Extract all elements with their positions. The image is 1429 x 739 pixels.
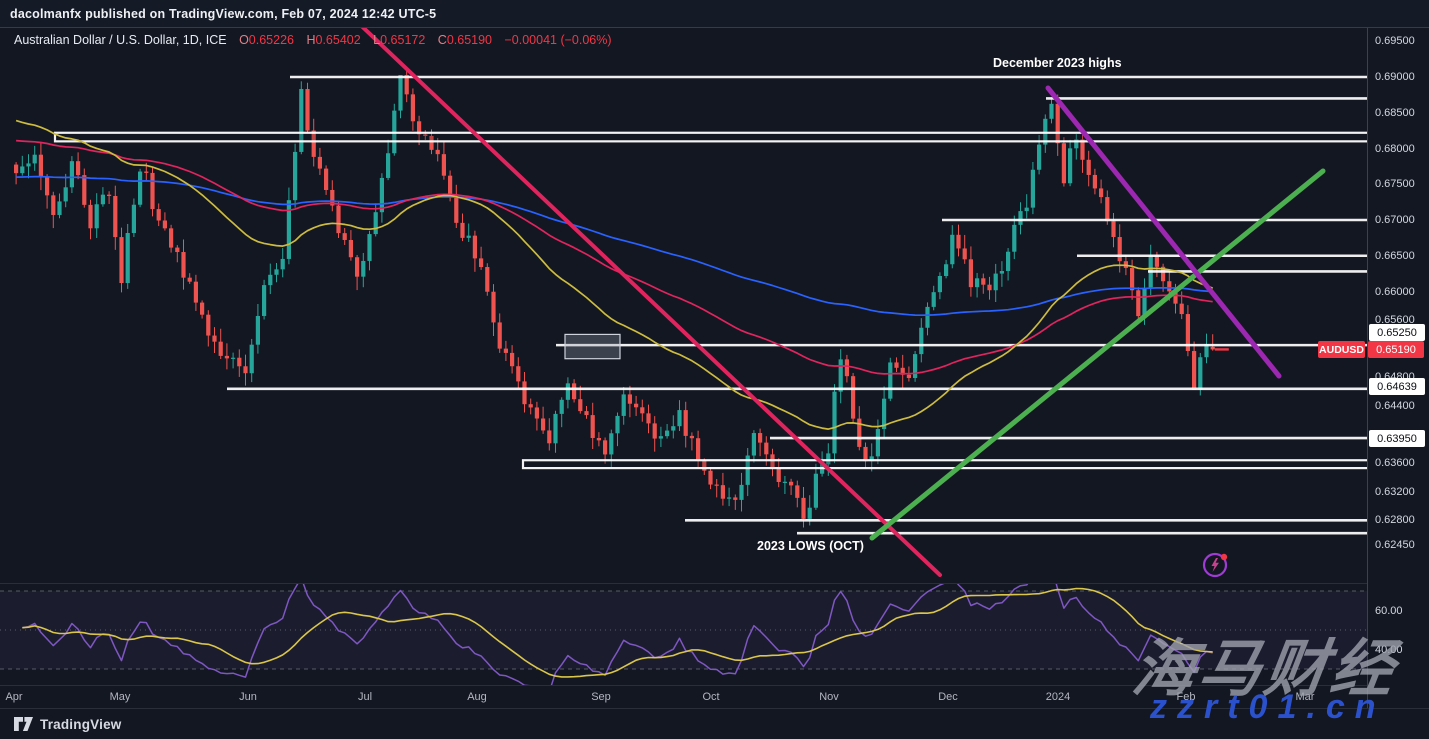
low-label: L <box>373 33 381 47</box>
time-axis-label: Dec <box>938 691 958 703</box>
annotation-october-lows: 2023 LOWS (OCT) <box>757 539 864 553</box>
close-value: 0.65190 <box>446 33 493 47</box>
price-tick-label: 0.65600 <box>1375 314 1415 327</box>
price-tick-label: 0.69500 <box>1375 35 1415 48</box>
time-axis-label: Nov <box>819 691 839 703</box>
high-label: H <box>306 33 316 47</box>
symbol-legend[interactable]: Australian Dollar / U.S. Dollar, 1D, ICE… <box>14 33 612 47</box>
high-value: 0.65402 <box>315 33 361 47</box>
footer-bar: TradingView <box>0 708 1429 739</box>
lightning-badge-icon[interactable] <box>1201 550 1230 579</box>
price-axis[interactable]: 0.69500 0.69000 0.68500 0.68000 0.67500 0.670… <box>1367 28 1429 708</box>
time-axis-label: Aug <box>467 691 487 703</box>
rsi-tick-label: 60.00 <box>1375 604 1403 617</box>
price-tick-label: 0.68000 <box>1375 142 1415 155</box>
key-level-axis-label: 0.64639 <box>1369 378 1425 395</box>
tradingview-brand-text[interactable]: TradingView <box>40 716 122 732</box>
rsi-tick-label: 40.00 <box>1375 643 1403 656</box>
key-level-axis-label: 0.65250 <box>1369 324 1425 341</box>
price-tick-label: 0.62800 <box>1375 514 1415 527</box>
watermark-url: zzrt01.cn <box>1150 688 1386 726</box>
time-axis-label: Oct <box>702 691 720 703</box>
price-tick-label: 0.68500 <box>1375 106 1415 119</box>
price-tick-label: 0.64400 <box>1375 399 1415 412</box>
price-tick-label: 0.67000 <box>1375 214 1415 226</box>
price-tick-label: 0.69000 <box>1375 71 1415 83</box>
tradingview-logo-icon[interactable] <box>14 716 33 732</box>
time-axis-label: Jul <box>357 691 373 703</box>
price-tick-label: 0.63600 <box>1375 457 1415 470</box>
publish-text: dacolmanfx published on TradingView.com,… <box>10 6 437 21</box>
price-tick-label: 0.66500 <box>1375 249 1415 262</box>
symbol-title: Australian Dollar / U.S. Dollar, 1D, ICE <box>14 33 227 47</box>
price-tick-label: 0.62450 <box>1375 539 1415 552</box>
time-axis[interactable]: Apr May Jun Jul Aug Sep Oct Nov Dec 2024 Feb Mar <box>0 685 1367 709</box>
publish-bar: dacolmanfx published on TradingView.com,… <box>0 0 1429 28</box>
symbol-price-tag: AUDUSD <box>1318 341 1365 358</box>
pane-separator[interactable] <box>0 583 1367 584</box>
time-axis-label: Mar <box>1295 691 1315 703</box>
annotation-december-highs: December 2023 highs <box>993 56 1122 70</box>
price-tick-label: 0.67500 <box>1375 178 1415 191</box>
key-level-axis-label: 0.63950 <box>1369 430 1425 447</box>
time-axis-label: Apr <box>5 691 23 703</box>
price-tick-label: 0.66000 <box>1375 285 1415 298</box>
time-axis-label: May <box>109 691 131 703</box>
open-value: 0.65226 <box>248 33 294 47</box>
price-tick-label: 0.63200 <box>1375 485 1415 498</box>
time-axis-label: Jun <box>239 691 257 703</box>
low-value: 0.65172 <box>380 33 426 47</box>
time-axis-label: 2024 <box>1045 691 1071 703</box>
change-value: −0.00041 (−0.06%) <box>504 33 612 47</box>
last-price-axis-label: 0.65190 <box>1368 341 1424 358</box>
time-axis-label: Feb <box>1176 691 1196 703</box>
time-axis-label: Sep <box>591 691 611 703</box>
close-label: C <box>437 33 447 47</box>
open-label: O <box>239 33 249 47</box>
